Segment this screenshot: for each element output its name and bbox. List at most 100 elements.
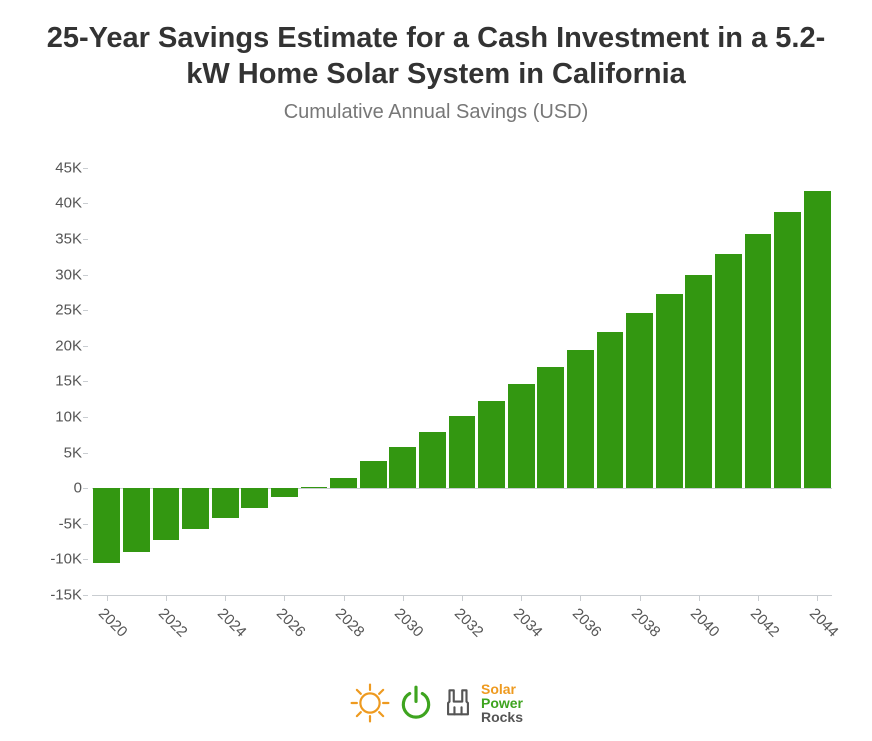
bar bbox=[123, 488, 150, 552]
x-tick-mark bbox=[521, 595, 522, 601]
x-tick-mark bbox=[284, 595, 285, 601]
rock-hand-icon bbox=[441, 682, 475, 724]
y-tick-mark bbox=[83, 417, 88, 418]
y-tick-mark bbox=[83, 381, 88, 382]
x-tick-mark bbox=[640, 595, 641, 601]
x-tick-mark bbox=[403, 595, 404, 601]
x-tick-label: 2024 bbox=[214, 605, 250, 641]
x-tick-mark bbox=[580, 595, 581, 601]
x-tick-label: 2032 bbox=[450, 605, 486, 641]
y-tick-label: -10K bbox=[50, 551, 82, 568]
x-tick-mark bbox=[758, 595, 759, 601]
x-tick-mark bbox=[462, 595, 463, 601]
y-tick-mark bbox=[83, 453, 88, 454]
x-tick: 2032 bbox=[462, 595, 463, 601]
x-tick-label: 2038 bbox=[628, 605, 664, 641]
x-tick-label: 2028 bbox=[332, 605, 368, 641]
y-tick-mark bbox=[83, 559, 88, 560]
bar bbox=[478, 401, 505, 489]
x-tick: 2024 bbox=[225, 595, 226, 601]
y-tick-label: 30K bbox=[55, 266, 82, 283]
y-tick-label: 25K bbox=[55, 302, 82, 319]
x-tick-mark bbox=[107, 595, 108, 601]
x-tick-label: 2044 bbox=[806, 605, 842, 641]
y-tick-label: 40K bbox=[55, 195, 82, 212]
bar bbox=[389, 447, 416, 488]
bars-layer bbox=[92, 154, 832, 596]
chart: -15K -10K -5K 0 5K 10K 15K 20K 25K 30K 35K 40K 45K 2… bbox=[30, 144, 842, 676]
logo: Solar Power Rocks bbox=[30, 675, 842, 731]
y-tick-mark bbox=[83, 346, 88, 347]
plot-area bbox=[92, 154, 832, 596]
x-tick-mark bbox=[166, 595, 167, 601]
x-tick: 2042 bbox=[758, 595, 759, 601]
bar bbox=[508, 384, 535, 488]
logo-text-rocks: Rocks bbox=[481, 710, 523, 724]
x-tick-label: 2042 bbox=[746, 605, 782, 641]
logo-text: Solar Power Rocks bbox=[481, 682, 523, 724]
y-tick-label: 0 bbox=[74, 480, 82, 497]
bar bbox=[449, 416, 476, 488]
x-tick-mark bbox=[225, 595, 226, 601]
power-icon bbox=[397, 682, 435, 724]
x-tick-mark bbox=[699, 595, 700, 601]
bar bbox=[330, 478, 357, 489]
y-tick-mark bbox=[83, 488, 88, 489]
y-tick-mark bbox=[83, 524, 88, 525]
chart-subtitle: Cumulative Annual Savings (USD) bbox=[30, 101, 842, 124]
x-tick-label: 2020 bbox=[95, 605, 131, 641]
bar bbox=[804, 191, 831, 489]
x-tick: 2036 bbox=[580, 595, 581, 601]
y-tick-label: 45K bbox=[55, 159, 82, 176]
x-axis: 2020 2022 2024 2026 2028 2030 2032 2034 2036 2038… bbox=[92, 595, 832, 675]
y-tick-mark bbox=[83, 595, 88, 596]
x-tick: 2022 bbox=[166, 595, 167, 601]
y-axis: -15K-10K-5K05K10K15K20K25K30K35K40K45K bbox=[30, 154, 88, 596]
bar bbox=[360, 461, 387, 488]
y-tick-mark bbox=[83, 310, 88, 311]
x-tick-mark bbox=[817, 595, 818, 601]
bar bbox=[212, 488, 239, 518]
bar bbox=[93, 488, 120, 563]
x-tick-label: 2022 bbox=[154, 605, 190, 641]
y-tick-label: -15K bbox=[50, 587, 82, 604]
y-tick-label: 15K bbox=[55, 373, 82, 390]
y-tick-label: 5K bbox=[64, 444, 82, 461]
x-tick: 2044 bbox=[817, 595, 818, 601]
y-tick-mark bbox=[83, 203, 88, 204]
bar bbox=[271, 488, 298, 497]
bar bbox=[774, 212, 801, 488]
bar bbox=[597, 332, 624, 489]
bar bbox=[241, 488, 268, 508]
sun-icon bbox=[349, 682, 391, 724]
bar bbox=[419, 432, 446, 488]
y-tick-label: 10K bbox=[55, 408, 82, 425]
bar bbox=[301, 487, 328, 488]
logo-text-power: Power bbox=[481, 696, 523, 710]
x-tick: 2028 bbox=[344, 595, 345, 601]
x-tick: 2038 bbox=[640, 595, 641, 601]
x-tick-mark bbox=[344, 595, 345, 601]
x-tick: 2030 bbox=[403, 595, 404, 601]
bar bbox=[537, 367, 564, 488]
bar bbox=[153, 488, 180, 540]
y-tick-mark bbox=[83, 168, 88, 169]
y-tick-label: -5K bbox=[59, 515, 82, 532]
x-tick: 2040 bbox=[699, 595, 700, 601]
x-tick-label: 2036 bbox=[569, 605, 605, 641]
x-tick-label: 2030 bbox=[391, 605, 427, 641]
bar bbox=[715, 254, 742, 488]
x-tick-label: 2034 bbox=[510, 605, 546, 641]
x-tick: 2020 bbox=[107, 595, 108, 601]
x-tick-label: 2026 bbox=[273, 605, 309, 641]
bar bbox=[656, 294, 683, 488]
bar bbox=[745, 234, 772, 488]
bar bbox=[626, 313, 653, 488]
y-tick-mark bbox=[83, 275, 88, 276]
bar bbox=[685, 275, 712, 489]
x-tick: 2034 bbox=[521, 595, 522, 601]
y-tick-label: 35K bbox=[55, 230, 82, 247]
bar bbox=[567, 350, 594, 488]
y-tick-mark bbox=[83, 239, 88, 240]
y-tick-label: 20K bbox=[55, 337, 82, 354]
